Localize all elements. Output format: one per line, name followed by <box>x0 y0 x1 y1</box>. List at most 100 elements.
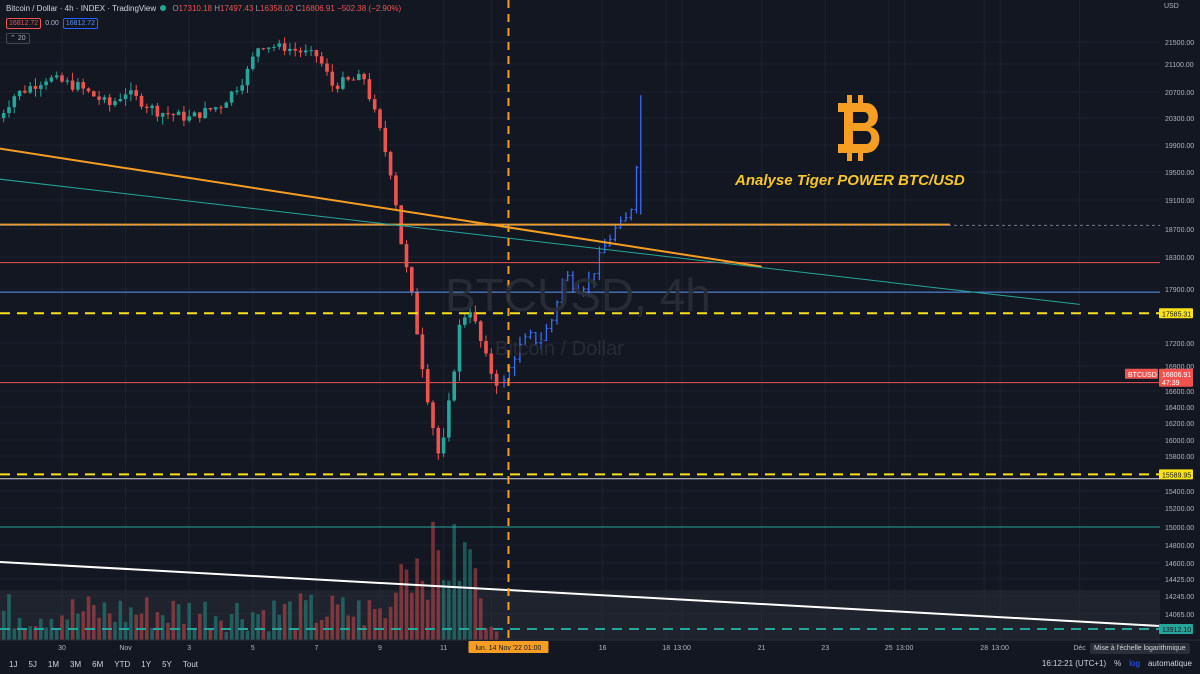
volume-bar <box>86 596 91 640</box>
timeframe-1j[interactable]: 1J <box>9 660 18 669</box>
volume-bar <box>346 615 350 640</box>
volume-bar <box>23 628 27 640</box>
candle-body <box>314 50 319 57</box>
candle-body <box>70 80 75 90</box>
candle-body <box>176 111 181 116</box>
timeframe-tout[interactable]: Tout <box>182 660 198 669</box>
volume-bar <box>118 600 123 640</box>
candle-body <box>97 96 101 100</box>
price-tick-label: 20700.00 <box>1165 90 1194 97</box>
candle-body <box>383 127 388 153</box>
volume-bar <box>282 603 287 640</box>
current-price-label: 16806.91 <box>1162 372 1191 379</box>
ask-price-button[interactable]: 16812.72 <box>62 18 99 29</box>
price-tick-label: 16400.00 <box>1165 405 1194 412</box>
candle-body <box>86 88 91 92</box>
log-scale-button[interactable]: log <box>1129 659 1140 668</box>
timeframe-3m[interactable]: 3M <box>70 660 82 669</box>
countdown-label: 47:39 <box>1162 380 1180 387</box>
auto-scale-button[interactable]: automatique <box>1147 659 1192 668</box>
bitcoin-logo-icon <box>838 95 880 161</box>
time-tick-label: 21 <box>758 645 766 652</box>
volume-bar <box>7 594 11 640</box>
volume-bar <box>357 600 361 640</box>
volume-bar <box>425 599 430 640</box>
volume-bar <box>65 619 70 640</box>
volume-bar <box>76 613 80 640</box>
price-badge <box>1159 308 1193 319</box>
volume-bar <box>44 627 48 640</box>
volume-bar <box>203 601 207 640</box>
crosshair-time-label: lun. 14 Nov '22 01:00 <box>475 645 541 652</box>
timeframe-ytd[interactable]: YTD <box>114 660 131 669</box>
timeframe-5j[interactable]: 5J <box>28 660 37 669</box>
scale-controls: 16:12:21 (UTC+1) % log automatique <box>1042 659 1192 668</box>
volume-bar <box>123 621 128 640</box>
candle-body <box>224 102 229 108</box>
volume-bar <box>399 564 403 640</box>
volume-indicator-label: 20 <box>17 35 26 42</box>
volume-bar <box>388 606 393 640</box>
price-tick-label: 14800.00 <box>1165 543 1194 550</box>
candle-body <box>463 317 467 325</box>
clock[interactable]: 16:12:21 (UTC+1) <box>1041 659 1107 668</box>
volume-bar <box>266 631 271 640</box>
volume-bar <box>362 625 366 640</box>
symbol-badge <box>1125 368 1158 379</box>
volume-bar <box>102 602 107 640</box>
candle-body <box>484 341 488 354</box>
candle-body <box>351 79 356 81</box>
volume-bar <box>441 580 446 640</box>
price-tick-label: 16000.00 <box>1165 438 1194 445</box>
candle-body <box>92 91 96 97</box>
candle-body <box>229 91 234 103</box>
candle-body <box>330 71 335 86</box>
candle-body <box>213 107 218 110</box>
symbol-watermark: BTCUSD, 4h <box>445 269 711 321</box>
volume-bar <box>97 617 101 640</box>
candle-body <box>65 80 70 82</box>
price-tick-label: 16900.00 <box>1165 364 1194 371</box>
candle-body <box>198 112 202 119</box>
market-status-icon <box>160 5 167 11</box>
volume-bar <box>182 623 186 640</box>
symbol-title[interactable]: Bitcoin / Dollar · 4h · INDEX · TradingV… <box>6 4 157 13</box>
timeframe-5y[interactable]: 5Y <box>162 660 172 669</box>
volume-bar <box>372 609 377 640</box>
timeframe-1y[interactable]: 1Y <box>141 660 152 669</box>
volume-bar <box>452 524 456 640</box>
volume-bar <box>447 580 451 640</box>
candle-body <box>129 90 133 95</box>
currency-label[interactable]: USD <box>1164 3 1179 10</box>
timeframe-1m[interactable]: 1M <box>47 660 60 669</box>
volume-bar <box>494 631 499 640</box>
time-tick-label: 16 <box>599 645 607 652</box>
trendline <box>0 178 1080 305</box>
price-tick-label: 16200.00 <box>1165 421 1194 428</box>
bottom-toolbar: 1J 5J 1M 3M 6M YTD 1Y 5Y Tout 16:12:21 (UTC+1) %… <box>0 655 1200 674</box>
timeframe-6m[interactable]: 6M <box>92 660 104 669</box>
candle-body <box>251 56 255 69</box>
candle-body <box>118 99 123 102</box>
time-tick-label: 13:00 <box>896 645 914 652</box>
volume-indicator-toggle[interactable]: ⌃ 20 <box>6 33 30 44</box>
price-badge <box>1159 469 1193 480</box>
volume-bar <box>60 615 64 640</box>
candle-body <box>489 353 494 374</box>
percent-scale-button[interactable]: % <box>1114 659 1122 668</box>
bid-price-button[interactable]: 16812.72 <box>6 18 42 29</box>
candle-body <box>266 47 271 49</box>
candle-body <box>33 86 38 89</box>
price-tick-label: 21100.00 <box>1165 62 1194 69</box>
open-label: O <box>172 4 179 13</box>
volume-bar <box>139 613 144 640</box>
price-badge <box>1159 624 1193 634</box>
price-tick-label: 20300.00 <box>1165 116 1194 123</box>
candle-body <box>107 97 112 106</box>
time-tick-label: 23 <box>821 645 829 652</box>
volume-bar <box>314 622 319 640</box>
price-tick-label: 19900.00 <box>1165 143 1194 150</box>
low-value: 16358.02 <box>260 4 294 13</box>
volume-bar <box>272 600 276 640</box>
